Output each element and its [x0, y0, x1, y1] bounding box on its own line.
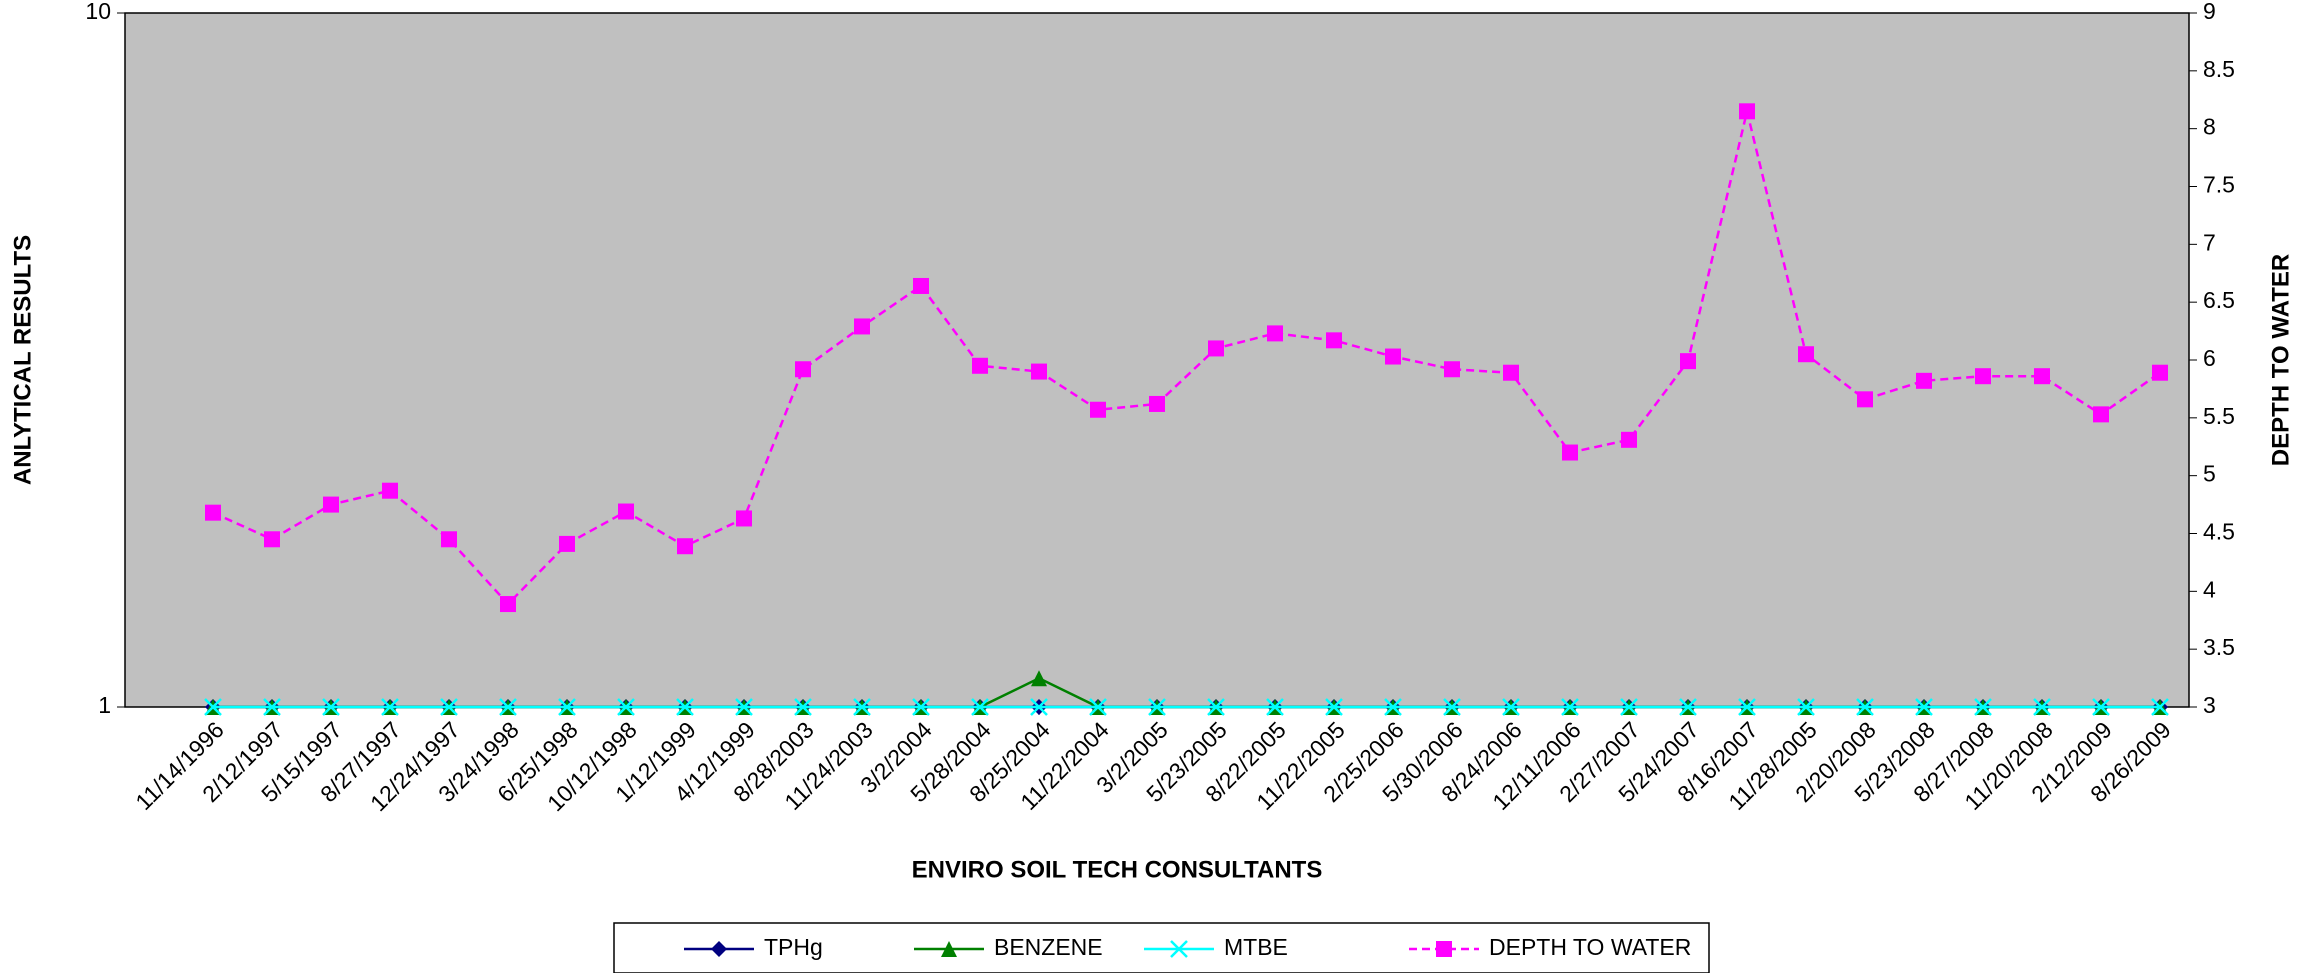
data-point [381, 698, 399, 716]
data-point [1089, 698, 1107, 716]
y-tick-label: 10 [85, 0, 111, 24]
data-point [618, 503, 634, 520]
series-line [212, 111, 2161, 606]
y2-tick-label: 4 [2203, 576, 2216, 602]
data-point [1385, 348, 1401, 365]
y2-axis-title: DEPTH TO WATER [2267, 254, 2294, 466]
y2-tick-label: 3.5 [2203, 634, 2235, 660]
data-point [558, 698, 576, 716]
data-point [1326, 332, 1342, 349]
data-point [971, 698, 989, 716]
data-point [1680, 353, 1696, 370]
data-point [1916, 372, 1932, 389]
data-point [1857, 391, 1873, 408]
data-point [1267, 325, 1283, 342]
data-point [854, 318, 870, 335]
plot-area [124, 12, 2190, 708]
data-point [2092, 698, 2110, 716]
y2-tick-label: 4.5 [2203, 519, 2235, 545]
data-point [1266, 698, 1284, 716]
data-point [1030, 698, 1048, 716]
data-point [1325, 698, 1343, 716]
legend-label: DEPTH TO WATER [1489, 934, 1691, 960]
data-point [1798, 346, 1814, 363]
data-point [677, 538, 693, 555]
data-point [2033, 698, 2051, 716]
data-point [1384, 698, 1402, 716]
data-point [1208, 340, 1224, 357]
data-point [1797, 698, 1815, 716]
data-point [322, 698, 340, 716]
data-point [1031, 670, 1047, 687]
data-point [263, 698, 281, 716]
data-point [500, 596, 516, 613]
legend-label: MTBE [1224, 934, 1288, 960]
data-point [1975, 368, 1991, 385]
data-point [1090, 401, 1106, 418]
legend-marker [1436, 941, 1452, 957]
y2-tick-label: 6 [2203, 345, 2216, 371]
legend-marker [941, 941, 957, 957]
data-point [1031, 363, 1047, 380]
data-point [1679, 698, 1697, 716]
data-point [441, 531, 457, 548]
data-point [913, 277, 929, 294]
data-point [617, 698, 635, 716]
data-point [2151, 698, 2169, 716]
data-point [264, 531, 280, 548]
data-point [1856, 698, 1874, 716]
y2-tick-label: 6.5 [2203, 287, 2235, 313]
data-point [2093, 406, 2109, 423]
data-point [323, 496, 339, 513]
data-point [559, 535, 575, 552]
data-point [205, 504, 221, 521]
legend-marker [711, 941, 727, 957]
data-point [972, 357, 988, 374]
y2-tick-label: 8 [2203, 114, 2216, 140]
y2-tick-label: 9 [2203, 0, 2216, 24]
legend-marker [1170, 940, 1188, 958]
data-point [1739, 103, 1755, 120]
data-point [1207, 698, 1225, 716]
data-point [2034, 368, 2050, 385]
data-point [1561, 698, 1579, 716]
y-tick-label: 1 [98, 692, 111, 718]
y2-tick-label: 7 [2203, 229, 2216, 255]
data-point [1149, 395, 1165, 412]
y2-tick-label: 3 [2203, 692, 2216, 718]
y2-tick-label: 8.5 [2203, 56, 2235, 82]
data-point [1738, 698, 1756, 716]
data-point [1443, 698, 1461, 716]
data-point [795, 361, 811, 378]
data-point [794, 698, 812, 716]
data-point [204, 698, 222, 716]
data-point [1621, 431, 1637, 448]
y2-tick-label: 5 [2203, 461, 2216, 487]
data-point [912, 698, 930, 716]
y2-tick-label: 5.5 [2203, 403, 2235, 429]
data-point [2152, 364, 2168, 381]
data-point [1620, 698, 1638, 716]
data-point [440, 698, 458, 716]
data-point [499, 698, 517, 716]
data-point [1148, 698, 1166, 716]
data-point [1503, 364, 1519, 381]
y-axis-title: ANLYTICAL RESULTS [9, 235, 36, 485]
data-point [736, 510, 752, 527]
data-point [1444, 361, 1460, 378]
data-point [853, 698, 871, 716]
data-point [382, 482, 398, 499]
y2-tick-label: 7.5 [2203, 172, 2235, 198]
x-axis-title: ENVIRO SOIL TECH CONSULTANTS [912, 856, 1323, 883]
data-point [1974, 698, 1992, 716]
data-point [735, 698, 753, 716]
data-point [676, 698, 694, 716]
data-point [1562, 444, 1578, 461]
data-point [1915, 698, 1933, 716]
data-point [1502, 698, 1520, 716]
legend-label: BENZENE [994, 934, 1103, 960]
legend-label: TPHg [764, 934, 823, 960]
